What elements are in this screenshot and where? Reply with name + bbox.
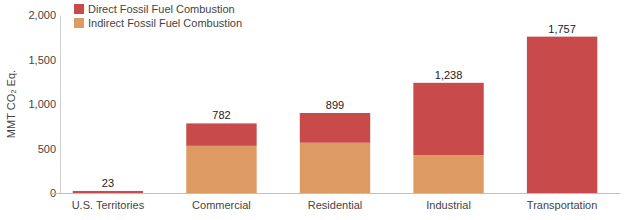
bar-segment	[413, 83, 483, 155]
x-tick: Residential	[308, 193, 362, 211]
x-tick: Industrial	[426, 193, 471, 211]
legend-label: Indirect Fossil Fuel Combustion	[88, 17, 242, 29]
y-axis-line	[60, 16, 61, 194]
y-tick-label: 1,000	[28, 98, 56, 110]
total-label: 23	[102, 177, 114, 189]
legend: Direct Fossil Fuel Combustion Indirect Fo…	[74, 3, 242, 29]
y-tick-label: 2,000	[28, 9, 56, 21]
legend-swatch	[74, 4, 84, 14]
legend-label: Direct Fossil Fuel Combustion	[88, 3, 235, 15]
legend-item: Indirect Fossil Fuel Combustion	[74, 17, 242, 29]
bars	[73, 37, 598, 193]
bar-series	[73, 37, 598, 193]
totals: 23 782 899 1,238 1,757	[102, 23, 576, 189]
y-axis: 05001,0001,5002,000	[28, 9, 60, 199]
y-tick-label: 1,500	[28, 54, 56, 66]
x-tick-label: Residential	[308, 199, 362, 211]
bar-segment	[413, 155, 483, 193]
x-tick-label: U.S. Territories	[72, 199, 145, 211]
y-tick: 1,500	[28, 54, 60, 66]
legend-item: Direct Fossil Fuel Combustion	[74, 3, 235, 15]
chart: 05001,0001,5002,000MMT CO₂ Eq.U.S. Terri…	[0, 0, 624, 220]
y-axis-title: MMT CO₂ Eq.	[5, 70, 17, 138]
bar-segment	[186, 146, 256, 193]
x-tick: Commercial	[192, 193, 251, 211]
bar-segment	[73, 191, 143, 193]
legend-swatch	[74, 18, 84, 28]
x-tick: Transportation	[527, 193, 598, 211]
bar-segment	[527, 37, 597, 193]
bar-segment	[186, 123, 256, 145]
total-label: 1,757	[548, 23, 576, 35]
y-tick: 1,000	[28, 98, 60, 110]
total-label: 782	[212, 109, 230, 121]
y-tick: 500	[38, 143, 60, 155]
x-tick: U.S. Territories	[72, 193, 145, 211]
bar-segment	[300, 143, 370, 193]
y-tick-label: 500	[38, 143, 56, 155]
total-label: 1,238	[435, 69, 463, 81]
total-label: 899	[326, 99, 344, 111]
x-tick-label: Commercial	[192, 199, 251, 211]
x-tick-label: Industrial	[426, 199, 471, 211]
bar-segment	[300, 113, 370, 143]
x-axis-line	[51, 193, 621, 194]
x-axis: U.S. Territories Commercial Residential Ind…	[51, 193, 621, 211]
y-tick: 2,000	[28, 9, 60, 21]
x-tick-label: Transportation	[527, 199, 598, 211]
